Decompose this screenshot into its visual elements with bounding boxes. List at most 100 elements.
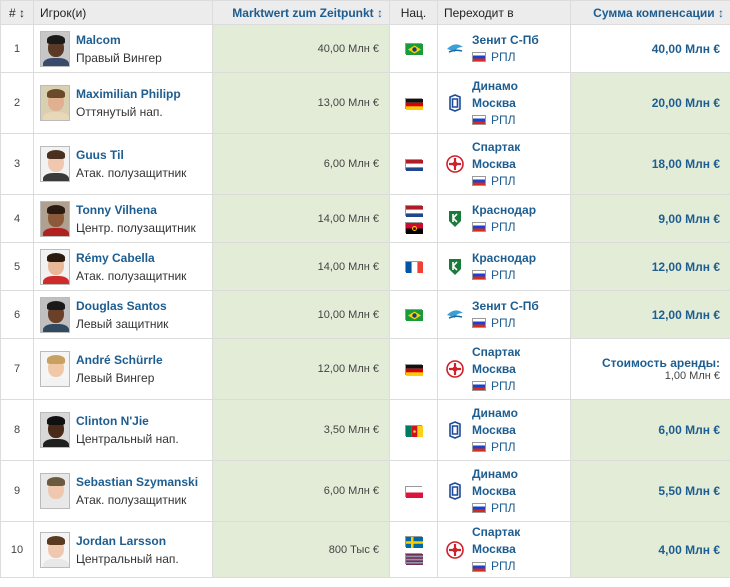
league-link[interactable]: РПЛ [472,378,520,395]
col-header-fee[interactable]: Сумма компенсации ↕ [570,0,730,25]
club-name-link[interactable]: Динамо [472,78,518,93]
league-link[interactable]: РПЛ [472,219,536,236]
club-city[interactable]: Москва [472,542,516,556]
club-city[interactable]: Москва [472,361,516,376]
market-value: 800 Тыс € [212,521,390,578]
fee-cell: 9,00 Млн € [570,194,730,243]
club-name-link[interactable]: Краснодар [472,202,537,217]
fee-cell: 12,00 Млн € [570,242,730,291]
league-link[interactable]: РПЛ [472,267,536,284]
zenit-logo[interactable] [444,304,466,326]
player-name-link[interactable]: Jordan Larsson [76,533,167,548]
club-name-link[interactable]: Зенит С-Пб [472,32,539,47]
nationality-cell [389,399,438,461]
player-photo[interactable] [40,531,70,568]
player-name-link[interactable]: Sebastian Szymanski [76,475,199,489]
fee-link[interactable]: 12,00 Млн € [651,307,720,322]
fee-link[interactable]: 12,00 Млн € [651,259,720,274]
fee-link[interactable]: 40,00 Млн € [651,41,720,56]
dynamo-logo[interactable] [444,480,466,502]
club-city[interactable]: Москва [472,95,516,110]
dynamo-logo[interactable] [444,92,466,114]
sort-icon[interactable]: ↕ [377,5,383,20]
player-cell: Maximilian Philipp Оттянутый нап. [33,72,213,134]
sort-icon[interactable]: ↕ [19,5,26,20]
player-photo[interactable] [40,146,70,182]
player-photo[interactable] [40,248,70,285]
club-name-link[interactable]: Спартак [472,525,521,539]
netherlands-flag [405,158,423,171]
market-value: 14,00 Млн € [212,242,390,291]
poland-flag [405,485,423,498]
club-city[interactable]: Москва [472,156,516,171]
krasnodar-logo[interactable] [444,208,466,230]
krasnodar-logo[interactable] [444,256,466,278]
spartak-logo[interactable] [444,539,466,561]
market-value: 6,00 Млн € [212,133,390,195]
league-link[interactable]: РПЛ [472,558,520,575]
club-city[interactable]: Москва [472,422,516,437]
club-cell: Краснодар РПЛ [437,194,571,243]
player-name-link[interactable]: Rémy Cabella [76,250,155,265]
fee-link[interactable]: 5,50 Млн € [658,484,720,498]
col-header-num[interactable]: # ↕ [0,0,34,25]
league-link[interactable]: РПЛ [472,49,539,66]
player-photo[interactable] [40,296,70,333]
player-name-link[interactable]: Maximilian Philipp [76,87,181,101]
sort-icon[interactable]: ↕ [718,5,724,20]
angola-flag [405,221,423,234]
nationality-cell [389,194,438,243]
player-position: Атак. полузащитник [76,493,187,507]
table-row: 4 Tonny Vilhena Центр. полузащитник 14,0… [0,194,730,243]
league-link[interactable]: РПЛ [472,112,518,129]
fee-link[interactable]: 18,00 Млн € [651,157,720,171]
club-name-link[interactable]: Спартак [472,344,521,359]
player-name-link[interactable]: Malcom [76,32,121,47]
nationality-cell [389,24,438,73]
fee-link[interactable]: 4,00 Млн € [658,542,720,557]
table-row: 8 Clinton N'Jie Центральный нап. 3,50 Мл… [0,399,730,461]
nationality-cell [389,460,438,522]
fee-link[interactable]: 6,00 Млн € [658,423,720,437]
player-name-link[interactable]: Douglas Santos [76,298,167,313]
player-name-link[interactable]: Clinton N'Jie [76,414,149,428]
player-position: Оттянутый нап. [76,105,163,119]
table-row: 5 Rémy Cabella Атак. полузащитник 14,00 … [0,242,730,291]
league-link[interactable]: РПЛ [472,173,520,190]
spartak-logo[interactable] [444,153,466,175]
row-number: 3 [0,133,34,195]
row-number: 1 [0,24,34,73]
player-name-link[interactable]: Guus Til [76,148,124,162]
spartak-logo[interactable] [444,358,466,380]
col-header-value[interactable]: Marktwert zum Zeitpunkt ↕ [212,0,390,25]
club-cell: Спартак Москва РПЛ [437,521,571,578]
player-name-link[interactable]: Tonny Vilhena [76,202,157,217]
league-link[interactable]: РПЛ [472,439,518,456]
player-name-link[interactable]: André Schürrle [76,353,163,367]
player-photo[interactable] [40,351,70,387]
player-photo[interactable] [40,412,70,448]
row-number: 4 [0,194,34,243]
fee-link[interactable]: 20,00 Млн € [651,96,720,110]
club-name-link[interactable]: Краснодар [472,250,537,265]
player-photo[interactable] [40,85,70,121]
market-value: 14,00 Млн € [212,194,390,243]
table-row: 3 Guus Til Атак. полузащитник 6,00 Млн € [0,133,730,195]
player-photo[interactable] [40,30,70,67]
club-name-link[interactable]: Зенит С-Пб [472,298,539,313]
club-city[interactable]: Москва [472,483,516,498]
club-name-link[interactable]: Динамо [472,405,518,420]
russia-flag [472,270,486,280]
sweden-flag [405,535,423,548]
player-photo[interactable] [40,473,70,509]
league-link[interactable]: РПЛ [472,315,539,332]
fee-link[interactable]: 9,00 Млн € [658,211,720,226]
club-name-link[interactable]: Динамо [472,466,518,481]
league-link[interactable]: РПЛ [472,500,518,517]
table-row: 1 Malcom Правый Вингер 40,00 Млн € Зен [0,24,730,73]
dynamo-logo[interactable] [444,419,466,441]
market-value: 6,00 Млн € [212,460,390,522]
club-name-link[interactable]: Спартак [472,139,521,154]
zenit-logo[interactable] [444,38,466,60]
player-photo[interactable] [40,200,70,237]
